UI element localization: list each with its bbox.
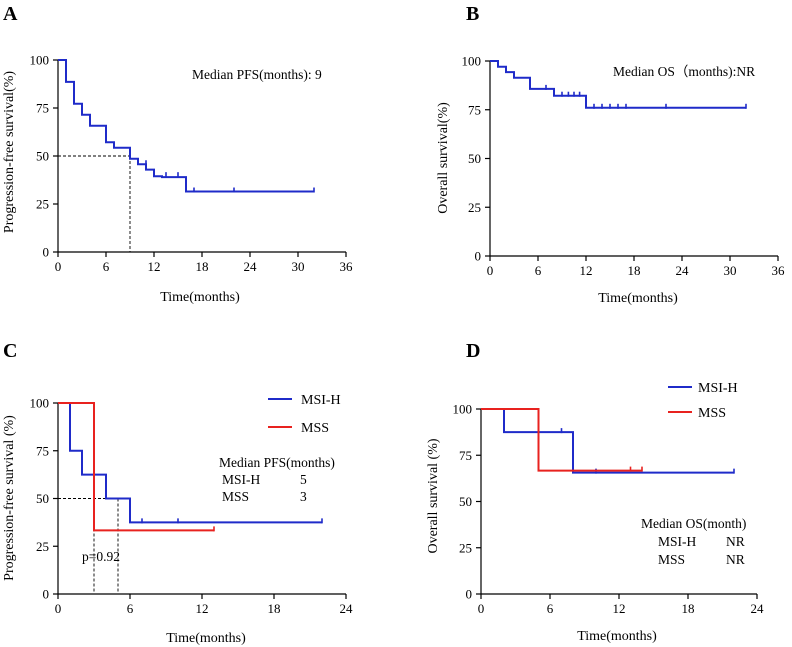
median-table-header-c: Median PFS(months) bbox=[219, 455, 335, 470]
y-tick-label: 0 bbox=[466, 587, 473, 602]
x-tick-label: 6 bbox=[547, 601, 554, 616]
x-tick-label: 24 bbox=[676, 263, 690, 278]
panel-letter-d: D bbox=[466, 340, 480, 362]
x-tick-label: 0 bbox=[55, 259, 62, 274]
legend-label-mss-c: MSS bbox=[301, 421, 329, 436]
x-tick-label: 6 bbox=[103, 259, 110, 274]
y-tick-label: 100 bbox=[453, 402, 473, 417]
x-tick-label: 18 bbox=[196, 259, 209, 274]
median-row-label-mss-c: MSS bbox=[222, 489, 249, 504]
y-axis-title-b: Overall survival(%) bbox=[436, 102, 451, 214]
x-tick-label: 36 bbox=[340, 259, 354, 274]
x-tick-label: 30 bbox=[724, 263, 737, 278]
y-tick-label: 100 bbox=[30, 53, 50, 68]
x-tick-label: 12 bbox=[580, 263, 593, 278]
legend-label-msi-h-c: MSI-H bbox=[301, 393, 341, 408]
x-axis-title-c: Time(months) bbox=[166, 631, 246, 646]
y-axis-title-a: Progression-free survival(%) bbox=[2, 71, 17, 233]
median-row-label-msi-h-c: MSI-H bbox=[222, 472, 261, 487]
median-row-value-mss-c: 3 bbox=[300, 489, 307, 504]
panel-letter-a: A bbox=[3, 3, 18, 25]
y-tick-label: 25 bbox=[36, 197, 49, 212]
y-tick-label: 50 bbox=[468, 151, 481, 166]
survival-curve-all bbox=[58, 59, 314, 193]
x-tick-label: 0 bbox=[55, 601, 62, 616]
survival-curve-mss bbox=[481, 408, 642, 472]
y-tick-label: 75 bbox=[468, 102, 481, 117]
x-tick-label: 6 bbox=[535, 263, 542, 278]
x-tick-label: 0 bbox=[487, 263, 494, 278]
p-value-label: p=0.92 bbox=[82, 549, 120, 564]
y-tick-label: 100 bbox=[462, 54, 482, 69]
y-tick-label: 50 bbox=[36, 491, 49, 506]
y-tick-label: 75 bbox=[36, 443, 49, 458]
survival-curve-msi-h bbox=[481, 408, 734, 474]
x-axis-title-a: Time(months) bbox=[160, 290, 240, 305]
y-tick-label: 75 bbox=[36, 101, 49, 116]
y-tick-label: 25 bbox=[468, 200, 481, 215]
y-tick-label: 0 bbox=[475, 249, 482, 264]
panel-d: D Time(months) Overall survival (%) MSI-… bbox=[426, 340, 764, 644]
y-axis-title-d: Overall survival (%) bbox=[426, 438, 441, 553]
median-os-annotation: Median OS（months):NR bbox=[613, 64, 755, 79]
x-tick-label: 6 bbox=[127, 601, 134, 616]
y-tick-label: 75 bbox=[459, 448, 472, 463]
y-tick-label: 0 bbox=[43, 245, 50, 260]
x-axis-title-b: Time(months) bbox=[598, 291, 678, 306]
x-tick-label: 24 bbox=[244, 259, 258, 274]
x-tick-label: 30 bbox=[292, 259, 305, 274]
survival-curve-all bbox=[490, 60, 746, 109]
y-tick-label: 100 bbox=[30, 396, 50, 411]
x-tick-label: 36 bbox=[772, 263, 786, 278]
panel-b: B Median OS（months):NR Time(months) Over… bbox=[436, 3, 785, 306]
median-row-label-msi-h-d: MSI-H bbox=[658, 534, 697, 549]
x-tick-label: 12 bbox=[148, 259, 161, 274]
x-tick-label: 24 bbox=[340, 601, 354, 616]
y-tick-label: 50 bbox=[459, 494, 472, 509]
survival-curve-mss bbox=[58, 402, 214, 532]
median-row-label-mss-d: MSS bbox=[658, 552, 685, 567]
panel-a: A Median PFS(months): 9 Time(months) Pro… bbox=[2, 3, 353, 305]
median-row-value-msi-h-d: NR bbox=[726, 534, 745, 549]
x-tick-label: 18 bbox=[682, 601, 695, 616]
panel-letter-c: C bbox=[3, 340, 17, 362]
x-tick-label: 18 bbox=[628, 263, 641, 278]
y-tick-label: 25 bbox=[36, 539, 49, 554]
y-tick-label: 25 bbox=[459, 540, 472, 555]
panel-c: C Time(months) Progression-free survival… bbox=[2, 340, 353, 646]
x-tick-label: 12 bbox=[613, 601, 626, 616]
x-tick-label: 24 bbox=[751, 601, 765, 616]
legend-label-msi-h-d: MSI-H bbox=[698, 381, 738, 396]
panel-letter-b: B bbox=[466, 3, 479, 25]
x-tick-label: 12 bbox=[196, 601, 209, 616]
median-pfs-annotation: Median PFS(months): 9 bbox=[192, 67, 322, 82]
legend-label-mss-d: MSS bbox=[698, 406, 726, 421]
x-tick-label: 18 bbox=[268, 601, 281, 616]
y-tick-label: 0 bbox=[43, 587, 50, 602]
median-row-value-msi-h-c: 5 bbox=[300, 472, 307, 487]
median-row-value-mss-d: NR bbox=[726, 552, 745, 567]
y-tick-label: 50 bbox=[36, 149, 49, 164]
median-table-header-d: Median OS(month) bbox=[641, 516, 746, 531]
y-axis-title-c: Progression-free survival (%) bbox=[2, 415, 17, 581]
x-tick-label: 0 bbox=[478, 601, 485, 616]
x-axis-title-d: Time(months) bbox=[577, 629, 657, 644]
